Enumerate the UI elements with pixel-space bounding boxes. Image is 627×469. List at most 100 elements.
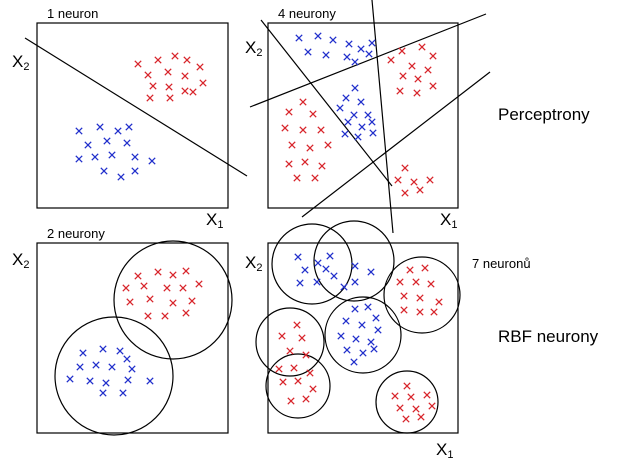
panel-4-title: 7 neuronů [472, 256, 531, 271]
red-class-marker [387, 56, 395, 64]
panel-4-y-axis-label: X2 [245, 253, 263, 274]
blue-class-marker [326, 252, 334, 260]
red-class-marker [163, 284, 171, 292]
panel-3-rbf-circle-blue [54, 316, 174, 436]
red-class-marker [165, 83, 173, 91]
blue-class-marker [75, 127, 83, 135]
blue-class-marker [304, 48, 312, 56]
red-class-marker [182, 267, 190, 275]
blue-class-marker [369, 129, 377, 137]
blue-class-marker [116, 347, 124, 355]
red-class-marker [306, 369, 314, 377]
red-class-marker [181, 72, 189, 80]
blue-class-marker [351, 278, 359, 286]
red-class-marker [416, 186, 424, 194]
blue-class-marker [123, 139, 131, 147]
red-class-marker [140, 282, 148, 290]
red-class-marker [154, 268, 162, 276]
red-class-marker [402, 415, 410, 423]
red-class-marker [428, 402, 436, 410]
blue-class-marker [368, 39, 376, 47]
red-class-marker [408, 62, 416, 70]
red-class-marker [302, 395, 310, 403]
blue-class-marker [108, 151, 116, 159]
red-class-marker [126, 298, 134, 306]
panel-2-decision-line-4 [301, 71, 491, 218]
panel-4-frame [267, 242, 459, 434]
blue-class-marker [294, 253, 302, 261]
panel-1-frame [36, 22, 229, 209]
red-class-marker [179, 284, 187, 292]
panel-3-title: 2 neurony [47, 226, 105, 241]
red-class-marker [154, 56, 162, 64]
red-class-marker [317, 126, 325, 134]
red-class-marker [181, 87, 189, 95]
red-class-marker [400, 306, 408, 314]
side-label-rbf: RBF neurony [498, 327, 599, 346]
panel-4-rbf-circle-6 [265, 353, 331, 419]
red-class-marker [421, 264, 429, 272]
red-class-marker [189, 88, 197, 96]
blue-class-marker [296, 279, 304, 287]
blue-class-marker [352, 335, 360, 343]
blue-class-marker [128, 365, 136, 373]
blue-class-marker [341, 130, 349, 138]
blue-class-marker [350, 111, 358, 119]
blue-class-marker [370, 345, 378, 353]
panel-1-decision-line [24, 37, 248, 177]
blue-class-marker [367, 268, 375, 276]
panel-4-x-axis-label: X1 [436, 440, 454, 461]
panel-4-rbf-circle-2 [313, 220, 395, 302]
blue-class-marker [91, 153, 99, 161]
panel-2-decision-line-1 [249, 13, 487, 108]
panel-4-rbf-circle-4 [255, 307, 325, 377]
red-class-marker [199, 79, 207, 87]
blue-class-marker [99, 345, 107, 353]
red-class-marker [290, 364, 298, 372]
blue-class-marker [119, 389, 127, 397]
red-class-marker [183, 56, 191, 64]
blue-class-marker [364, 111, 372, 119]
red-class-marker [394, 176, 402, 184]
blue-class-marker [313, 278, 321, 286]
blue-class-marker [368, 118, 376, 126]
blue-class-marker [99, 389, 107, 397]
blue-class-marker [123, 355, 131, 363]
red-class-marker [413, 89, 421, 97]
red-class-marker [169, 271, 177, 279]
red-class-marker [293, 174, 301, 182]
blue-class-marker [131, 167, 139, 175]
blue-class-marker [301, 266, 309, 274]
red-class-marker [275, 365, 283, 373]
red-class-marker [144, 312, 152, 320]
blue-class-marker [351, 84, 359, 92]
red-class-marker [426, 176, 434, 184]
data-point-marks [66, 32, 443, 423]
red-class-marker [403, 382, 411, 390]
blue-class-marker [314, 259, 322, 267]
red-class-marker [309, 385, 317, 393]
red-class-marker [414, 75, 422, 83]
red-class-marker [146, 94, 154, 102]
blue-class-marker [108, 363, 116, 371]
red-class-marker [144, 71, 152, 79]
blue-class-marker [340, 283, 348, 291]
blue-class-marker [146, 377, 154, 385]
red-class-marker [401, 164, 409, 172]
red-class-marker [299, 98, 307, 106]
red-class-marker [288, 141, 296, 149]
red-class-marker [279, 378, 287, 386]
blue-class-marker [364, 303, 372, 311]
panel-4-rbf-circle-7 [375, 370, 439, 434]
red-class-marker [412, 278, 420, 286]
blue-class-marker [367, 338, 375, 346]
red-class-marker [399, 72, 407, 80]
red-class-marker [324, 141, 332, 149]
panel-2-y-axis-label: X2 [245, 38, 263, 59]
red-class-marker [398, 47, 406, 55]
panel-3-y-axis-label: X2 [12, 250, 30, 271]
blue-class-marker [322, 51, 330, 59]
blue-class-marker [330, 272, 338, 280]
red-class-marker [412, 405, 420, 413]
